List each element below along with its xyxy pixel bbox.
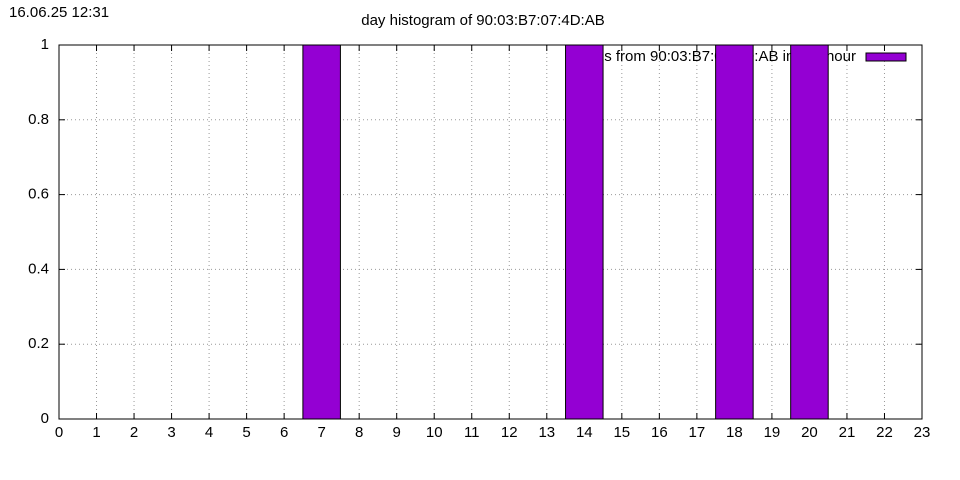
timestamp: 16.06.25 12:31: [9, 4, 109, 21]
y-tick-label: 0: [41, 410, 49, 427]
plot-border: [58, 44, 923, 420]
x-tick-label: 1: [92, 424, 100, 441]
legend-swatch: [865, 52, 907, 62]
x-tick-label: 23: [914, 424, 931, 441]
x-tick-label: 0: [55, 424, 63, 441]
x-tick-label: 17: [689, 424, 706, 441]
x-tick-label: 22: [876, 424, 893, 441]
x-tick-label: 4: [205, 424, 213, 441]
x-tick-label: 16: [651, 424, 668, 441]
x-tick-label: 20: [801, 424, 818, 441]
legend-label: signals from 90:03:B7:07:4D:AB in this h…: [565, 48, 856, 65]
x-tick-label: 14: [576, 424, 593, 441]
x-tick-label: 8: [355, 424, 363, 441]
y-tick-label: 0.4: [28, 260, 49, 277]
bar: [790, 44, 829, 420]
x-tick-label: 5: [242, 424, 250, 441]
x-tick-label: 19: [764, 424, 781, 441]
x-tick-label: 15: [613, 424, 630, 441]
y-tick-label: 0.6: [28, 186, 49, 203]
chart-title: day histogram of 90:03:B7:07:4D:AB: [361, 12, 604, 29]
x-tick-label: 12: [501, 424, 518, 441]
y-tick-label: 0.2: [28, 335, 49, 352]
x-tick-label: 21: [839, 424, 856, 441]
x-tick-label: 3: [167, 424, 175, 441]
bar: [302, 44, 341, 420]
bar: [715, 44, 754, 420]
y-tick-label: 0.8: [28, 111, 49, 128]
x-tick-label: 7: [317, 424, 325, 441]
x-tick-label: 9: [393, 424, 401, 441]
x-tick-label: 13: [538, 424, 555, 441]
x-tick-label: 18: [726, 424, 743, 441]
y-tick-label: 1: [41, 36, 49, 53]
x-tick-label: 2: [130, 424, 138, 441]
x-tick-label: 11: [464, 424, 480, 441]
bar: [565, 44, 604, 420]
x-tick-label: 6: [280, 424, 288, 441]
x-tick-label: 10: [426, 424, 443, 441]
